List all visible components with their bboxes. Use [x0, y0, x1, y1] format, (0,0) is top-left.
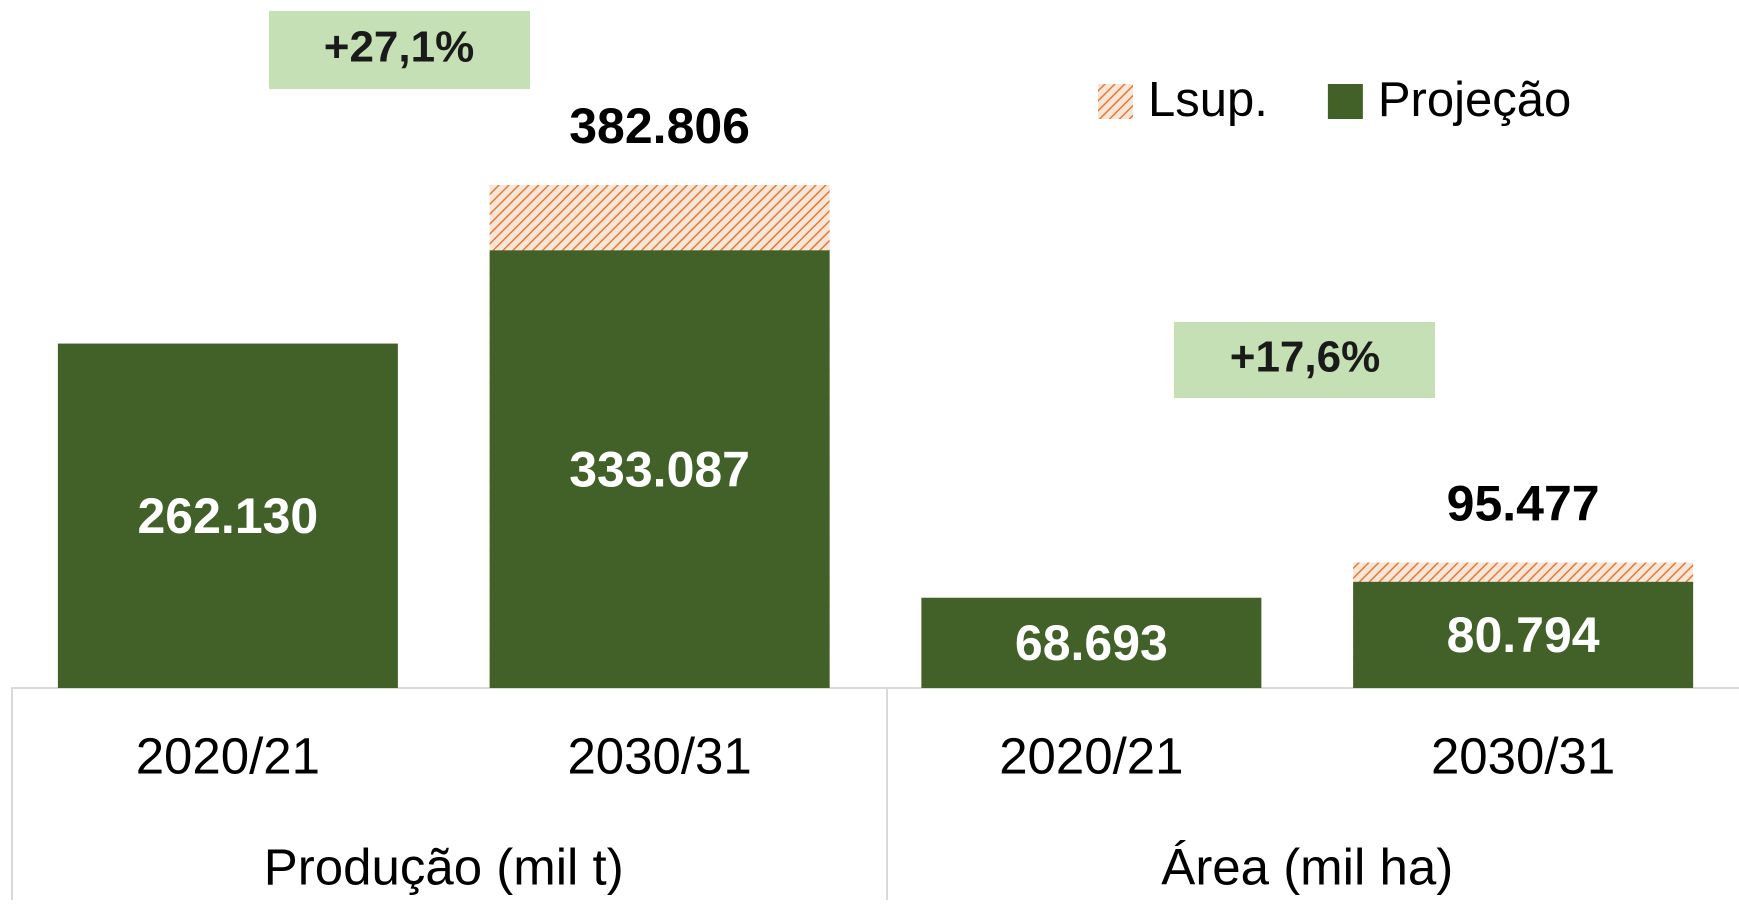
- legend-swatch: [1327, 84, 1363, 119]
- annotation-box: [269, 11, 530, 89]
- x-tick-label: 2030/31: [567, 727, 751, 784]
- group-label: Área (mil ha): [1161, 838, 1453, 895]
- bar: [1353, 581, 1694, 688]
- value-label: 262.130: [138, 488, 319, 544]
- total-label: 95.477: [1447, 476, 1600, 532]
- x-tick-label: 2020/21: [136, 727, 320, 784]
- group-label: Produção (mil t): [264, 838, 624, 895]
- bar: [57, 343, 398, 688]
- x-tick-label: 2020/21: [999, 727, 1183, 784]
- bar: [489, 250, 830, 689]
- annotation-box: [1174, 322, 1435, 398]
- value-label: 80.794: [1447, 607, 1600, 663]
- legend-label: Lsup.: [1148, 73, 1268, 127]
- legend-label: Projeção: [1378, 73, 1571, 127]
- legend-swatch: [1098, 84, 1133, 119]
- value-label: 68.693: [1015, 615, 1168, 671]
- bar: [921, 597, 1262, 688]
- value-label: 333.087: [569, 441, 750, 497]
- x-tick-label: 2030/31: [1431, 727, 1615, 784]
- annotation: +17,6%: [1230, 333, 1380, 382]
- annotation: +27,1%: [324, 23, 474, 72]
- total-label: 382.806: [569, 98, 750, 154]
